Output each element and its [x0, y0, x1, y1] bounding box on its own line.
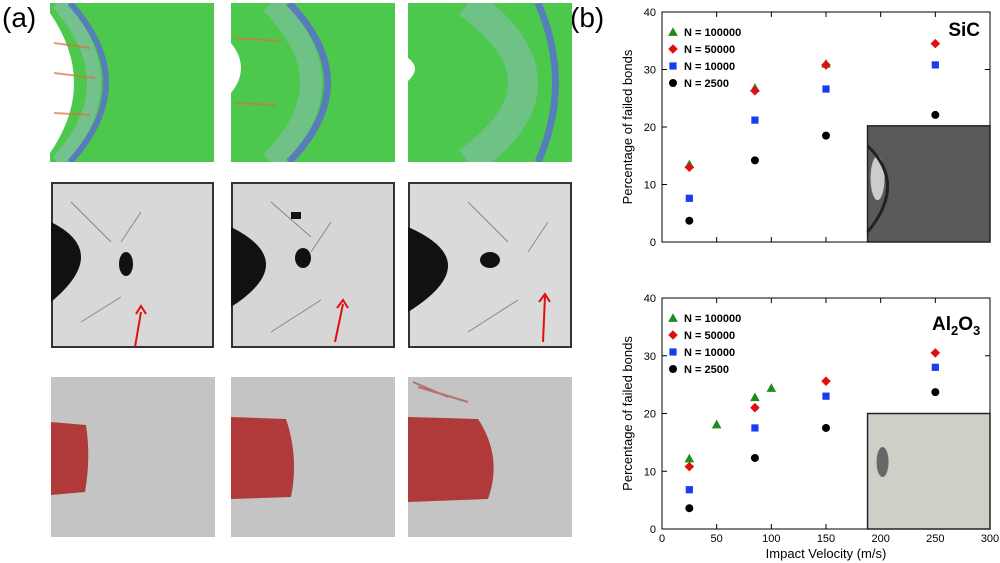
simulation-green-image-3 — [408, 3, 572, 162]
y-tick-label: 20 — [644, 122, 656, 134]
legend-label: N = 2500 — [684, 364, 729, 376]
chart-2: 0 50 100 150 200 250 300 0 10 20 30 40 Percentage of… — [620, 293, 999, 561]
simulation-damage-tile-1 — [51, 377, 215, 537]
simulation-green-image-2 — [231, 3, 395, 162]
x-tick-label: 50 — [711, 533, 723, 545]
data-point — [750, 453, 759, 462]
legend-label: N = 10000 — [684, 347, 735, 359]
x-tick-label: 0 — [659, 533, 665, 545]
data-point — [751, 424, 759, 432]
data-point — [750, 85, 760, 96]
experiment-photo-image-3 — [408, 182, 572, 348]
legend-label: N = 100000 — [684, 27, 741, 39]
data-point — [684, 453, 695, 463]
y-tick-label: 20 — [644, 409, 656, 421]
data-point — [931, 61, 939, 69]
chart-1: 0 10 20 30 40 Percentage of failed bonds SiC N … — [620, 7, 991, 249]
x-tick-label: 150 — [817, 533, 835, 545]
experiment-photo-image-1 — [51, 182, 214, 348]
legend-marker — [669, 79, 677, 87]
y-tick-label: 40 — [644, 293, 656, 305]
simulation-damage-image-1 — [51, 377, 215, 537]
data-point — [822, 131, 830, 140]
data-point — [711, 419, 722, 429]
y-tick-label: 30 — [644, 65, 656, 77]
simulation-green-tile-1 — [50, 3, 214, 162]
legend-marker — [669, 62, 677, 70]
simulation-damage-image-3 — [408, 377, 572, 537]
experiment-photo-tile-1 — [51, 182, 214, 348]
chart-title: SiC — [948, 20, 980, 41]
data-point — [685, 486, 693, 494]
experiment-photo-tile-2 — [231, 182, 395, 348]
legend-marker — [668, 27, 678, 36]
data-point — [931, 110, 940, 119]
x-axis-label: Impact Velocity (m/s) — [766, 546, 887, 561]
panel-label-b: (b) — [570, 2, 605, 33]
legend-label: N = 10000 — [684, 61, 735, 73]
inset-photo-feature — [876, 447, 889, 478]
x-tick-label: 250 — [926, 533, 944, 545]
legend-label: N = 100000 — [684, 313, 741, 325]
panel-label-a: (a) — [2, 2, 37, 33]
inset-photo — [866, 412, 991, 530]
simulation-damage-tile-3 — [408, 377, 572, 537]
y-tick-label: 0 — [650, 524, 656, 536]
simulation-green-image-1 — [50, 3, 214, 162]
data-point — [684, 461, 695, 472]
data-point — [685, 194, 693, 202]
data-point — [685, 216, 694, 225]
x-tick-label: 300 — [981, 533, 999, 545]
legend-label: N = 2500 — [684, 78, 729, 90]
y-tick-label: 10 — [644, 180, 656, 192]
data-point — [684, 162, 695, 173]
data-point — [821, 376, 831, 386]
data-point — [685, 504, 694, 513]
simulation-green-tile-2 — [231, 3, 395, 162]
inset-photo-crack — [866, 144, 889, 233]
legend-marker — [669, 348, 677, 356]
y-axis-label: Percentage of failed bonds — [620, 49, 635, 204]
simulation-damage-image-2 — [231, 377, 395, 537]
data-point — [930, 38, 941, 49]
data-point — [750, 402, 760, 413]
data-point — [931, 363, 939, 371]
data-point — [766, 383, 777, 392]
data-point — [821, 60, 831, 70]
chart-title: Al2O3 — [932, 314, 980, 338]
inset-photo-feature — [870, 156, 885, 201]
experiment-photo-tile-3 — [408, 182, 572, 348]
data-point — [931, 388, 940, 397]
y-axis-label: Percentage of failed bonds — [620, 336, 635, 491]
y-tick-label: 30 — [644, 351, 656, 363]
y-tick-label: 0 — [650, 237, 656, 249]
x-tick-label: 200 — [871, 533, 889, 545]
legend-marker — [668, 44, 678, 54]
data-point — [751, 116, 759, 124]
data-point — [930, 348, 941, 358]
y-tick-label: 10 — [644, 466, 656, 478]
legend-marker — [669, 365, 677, 373]
legend-label: N = 50000 — [684, 330, 735, 342]
legend-marker — [668, 330, 678, 340]
data-point — [822, 423, 830, 432]
simulation-green-tile-3 — [408, 3, 572, 162]
data-point — [750, 392, 760, 402]
data-point — [750, 156, 759, 165]
legend-label: N = 50000 — [684, 44, 735, 56]
legend-marker — [668, 313, 678, 322]
simulation-damage-tile-2 — [231, 377, 395, 537]
x-tick-label: 100 — [762, 533, 780, 545]
data-point — [822, 392, 830, 400]
data-point — [822, 85, 830, 93]
charts-panel-b: 0 10 20 30 40 Percentage of failed bonds SiC N … — [620, 7, 999, 561]
experiment-photo-image-2 — [231, 182, 395, 348]
y-tick-label: 40 — [644, 7, 656, 19]
